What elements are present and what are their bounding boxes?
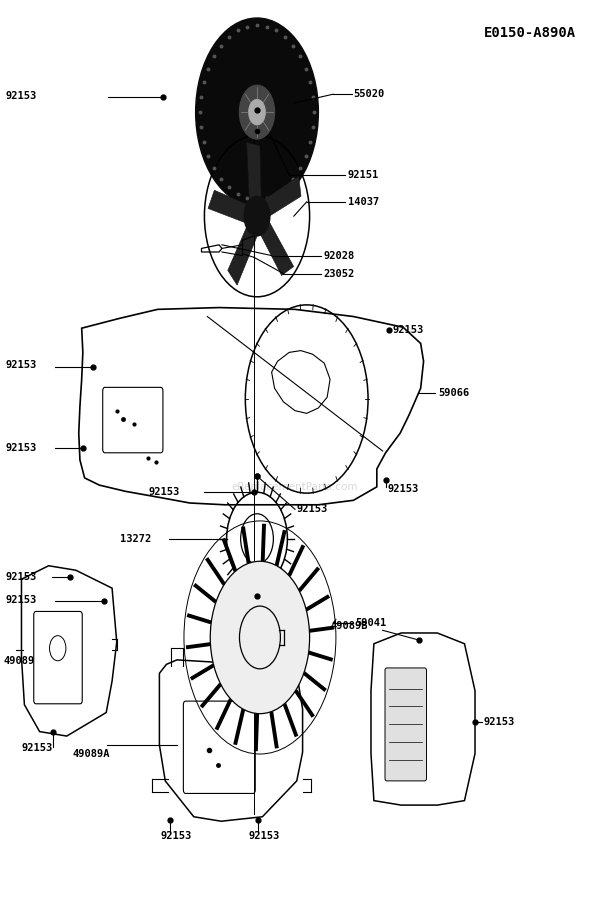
Text: 92153: 92153: [6, 360, 37, 370]
Text: E0150-A890A: E0150-A890A: [483, 26, 575, 40]
Polygon shape: [208, 190, 258, 226]
Circle shape: [249, 99, 265, 124]
Text: 92153: 92153: [392, 325, 424, 335]
Text: 49089: 49089: [4, 657, 35, 667]
Text: 92153: 92153: [6, 91, 37, 101]
Text: 92153: 92153: [388, 483, 418, 493]
Text: 92153: 92153: [6, 443, 37, 454]
Text: 92153: 92153: [248, 832, 280, 842]
Text: 92153: 92153: [6, 572, 37, 582]
FancyBboxPatch shape: [385, 668, 427, 781]
Text: 92153: 92153: [6, 594, 37, 605]
Text: 59066: 59066: [438, 388, 470, 398]
Text: 92153: 92153: [297, 504, 328, 514]
Circle shape: [210, 561, 310, 713]
Polygon shape: [255, 176, 301, 223]
Polygon shape: [228, 212, 263, 285]
Polygon shape: [247, 143, 262, 216]
Text: 13272: 13272: [120, 534, 151, 544]
Text: eReplacementParts.com: eReplacementParts.com: [232, 482, 358, 492]
Text: 92151: 92151: [348, 170, 379, 179]
Text: 92153: 92153: [149, 487, 180, 497]
Text: 49089B: 49089B: [330, 621, 368, 630]
Text: 14037: 14037: [348, 197, 379, 207]
Text: 23052: 23052: [323, 269, 355, 279]
Circle shape: [196, 18, 319, 207]
Text: 92028: 92028: [323, 251, 355, 261]
Text: 59041: 59041: [355, 618, 386, 628]
Text: 92153: 92153: [160, 832, 192, 842]
Text: 92153: 92153: [484, 717, 515, 727]
Text: 92153: 92153: [21, 742, 53, 753]
Text: 55020: 55020: [353, 89, 385, 99]
Circle shape: [240, 86, 274, 139]
Polygon shape: [253, 210, 294, 275]
Text: 49089A: 49089A: [73, 749, 110, 759]
Circle shape: [244, 197, 270, 235]
